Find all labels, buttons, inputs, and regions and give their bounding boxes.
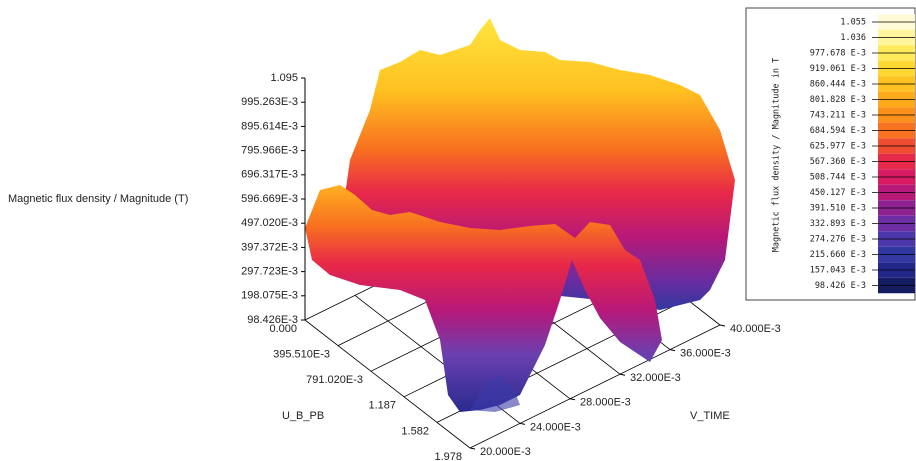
colorbar-label: 743.211 E-3 [810, 111, 866, 121]
colorbar-title: Magnetic flux density / Magnitude in T [772, 58, 782, 252]
z-tick-label: 795.966E-3 [241, 145, 298, 157]
grid-line [304, 319, 471, 449]
colorbar-label: 157.043 E-3 [810, 266, 866, 276]
colorbar-label: 625.977 E-3 [810, 142, 866, 152]
z-tick-label: 497.020E-3 [241, 217, 298, 229]
colorbar-label: 684.594 E-3 [810, 126, 866, 136]
y-tick-label: 40.000E-3 [730, 323, 781, 335]
z-tick-label: 596.669E-3 [241, 193, 298, 205]
z-tick-label: 995.263E-3 [241, 96, 298, 108]
colorbar-label: 215.660 E-3 [810, 250, 866, 260]
y-tick-label: 24.000E-3 [530, 421, 581, 433]
x-tick-label: 1.582 [401, 425, 429, 437]
colorbar-label: 450.127 E-3 [810, 188, 866, 198]
colorbar-label: 919.061 E-3 [810, 64, 866, 74]
z-tick-label: 696.317E-3 [241, 169, 298, 181]
grid-line [469, 324, 721, 449]
y-axis-label: V_TIME [690, 410, 730, 422]
y-tick-mark [669, 349, 676, 352]
x-tick-label: 1.187 [368, 400, 396, 412]
z-tick-label: 98.426E-3 [247, 314, 298, 326]
y-tick-mark [719, 324, 726, 327]
z-tick-label: 297.723E-3 [241, 266, 298, 278]
colorbar-label: 391.510 E-3 [810, 204, 866, 214]
y-tick-mark [469, 447, 476, 450]
z-tick-label: 895.614E-3 [241, 120, 298, 132]
z-tick-label: 397.372E-3 [241, 241, 298, 253]
y-tick-label: 32.000E-3 [630, 372, 681, 384]
y-tick-label: 36.000E-3 [680, 348, 731, 360]
surface-dip [470, 375, 520, 412]
y-tick-mark [569, 398, 576, 401]
z-tick-label: 1.095 [270, 72, 298, 84]
y-tick-label: 28.000E-3 [580, 397, 631, 409]
x-tick-label: 0.000 [269, 323, 297, 335]
y-tick-label: 20.000E-3 [480, 446, 531, 458]
y-tick-mark [519, 422, 526, 425]
z-tick-label: 198.075E-3 [241, 290, 298, 302]
colorbar-label: 567.360 E-3 [810, 157, 866, 167]
z-axis-label: Magnetic flux density / Magnitude (T) [8, 193, 188, 205]
colorbar-label: 1.036 [840, 33, 866, 43]
y-tick-mark [619, 373, 626, 376]
colorbar-label: 274.276 E-3 [810, 235, 866, 245]
colorbar-label: 977.678 E-3 [810, 49, 866, 59]
colorbar-label: 508.744 E-3 [810, 173, 866, 183]
x-tick-label: 395.510E-3 [273, 349, 330, 361]
colorbar-label: 98.426 E-3 [815, 281, 866, 291]
x-axis-label: U_B_PB [282, 410, 324, 422]
colorbar-label: 860.444 E-3 [810, 80, 866, 90]
surface-front [305, 185, 662, 412]
colorbar-label: 332.893 E-3 [810, 219, 866, 229]
x-tick-label: 791.020E-3 [306, 374, 363, 386]
colorbar-label: 1.055 [840, 18, 866, 28]
colorbar-label: 801.828 E-3 [810, 95, 866, 105]
x-tick-label: 1.978 [434, 451, 462, 461]
